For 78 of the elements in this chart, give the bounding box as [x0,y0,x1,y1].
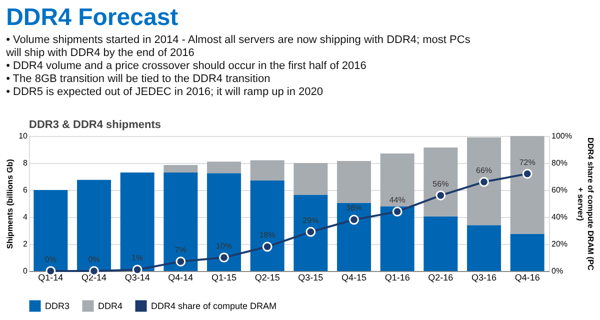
bar [337,202,371,271]
y2-axis-title: DDR4 share of compute DRAM (PC + server) [576,138,595,271]
data-label: 38% [346,204,362,213]
data-label: 7% [174,246,186,255]
y2-tick-label: 100% [552,132,572,140]
y2-tick-label: 60% [552,186,568,194]
point [479,176,489,187]
legend-label: DDR3 [45,301,70,311]
bar [424,147,458,216]
bar [424,216,458,271]
point [392,206,402,217]
bar [77,180,111,271]
y-tick-label: 10 [18,132,28,140]
text: • DDR5 is expected out of JEDEC in 2016; it will ramp up in 2020 [6,86,324,98]
x-tick-label: Q2-16 [428,272,454,282]
data-label: 56% [432,179,449,188]
data-label: 44% [389,196,406,205]
bar [250,180,284,271]
bar [337,160,371,203]
chart-subtitle: DDR3 & DDR4 shipments [29,119,162,131]
bar [34,190,68,271]
x-tick-label: Q2-15 [254,272,280,282]
text: • DDR4 volume and a price crossover should occur in the first half of 2016 [6,60,366,72]
y2-tick-label: 80% [552,158,568,168]
bar [467,225,501,271]
bar [250,160,284,181]
bar [380,154,414,206]
y-tick-label: 0 [23,266,28,276]
data-label: 0% [88,255,100,264]
bar [294,163,328,195]
y2-tick-label: 40% [552,212,568,222]
bar [510,136,544,234]
y-tick-label: 8 [23,158,28,168]
bar [164,165,198,172]
point [176,256,186,266]
data-label: 0% [44,255,56,264]
y-tick-label: 6 [23,186,28,194]
x-tick-label: Q3-14 [124,272,150,282]
point [262,242,272,252]
y-tick-label: 2 [23,240,28,248]
data-label: 72% [519,158,536,167]
chart-title: DDR4 Forecast [6,4,178,31]
bar [467,137,501,226]
x-tick-label: Q4-16 [514,272,540,282]
x-tick-label: Q3-15 [298,272,324,282]
y-tick-label: 4 [23,212,28,222]
bar [120,172,154,271]
text: • The 8GB transition will be tied to the DDR4 transition [6,73,270,85]
point [349,214,359,225]
x-tick-label: Q2-14 [81,272,107,282]
x-tick-label: Q4-14 [168,272,194,282]
bar [380,206,414,271]
data-label: 10% [216,242,232,250]
x-tick-label: Q1-14 [38,272,64,282]
y2-tick-label: 0% [552,266,564,276]
point [522,168,532,179]
data-label: 1% [132,254,144,263]
point [436,190,446,200]
y2-tick-label: 20% [552,240,568,248]
x-tick-label: Q4-15 [341,272,367,282]
point [219,252,229,262]
legend-label: DDR4 share of compute DRAM [151,301,277,311]
bar [207,162,241,174]
bar [510,234,544,271]
data-label: 29% [302,216,319,225]
point [132,264,142,275]
data-label: 18% [259,230,276,240]
bar [294,194,328,271]
bar [164,172,198,271]
x-tick-label: Q3-16 [471,272,497,282]
text: • Volume shipments started in 2014 - Almost all servers are now shipping with DDR4; most PCs will ship with DDR4 by the end of 2016 [5,34,471,59]
legend-label: DDR4 [98,301,123,311]
point [306,226,316,237]
x-tick-label: Q1-16 [384,272,410,282]
bar [207,173,241,271]
data-label: 66% [476,166,492,175]
y-axis-title: Shipments (billions Gb) [6,158,15,249]
x-tick-label: Q1-15 [211,272,237,282]
